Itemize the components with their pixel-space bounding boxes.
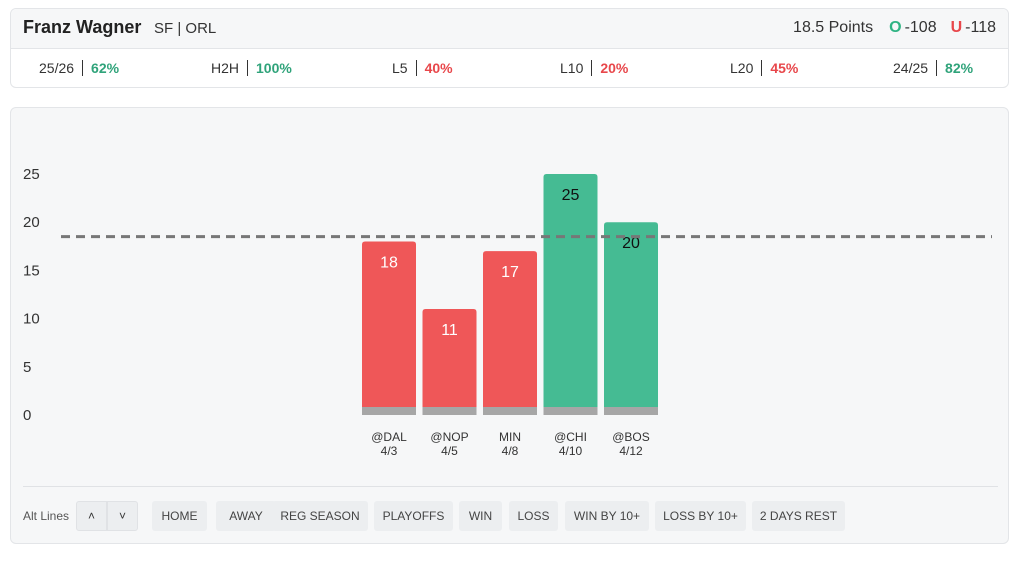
filter-win-button[interactable]: WIN (459, 501, 502, 531)
under-icon: U (950, 19, 963, 36)
x-axis-opponent-label: MIN (499, 430, 521, 444)
stat-label: 24/25 (893, 60, 938, 76)
stat-value: 40% (424, 60, 453, 76)
bar[interactable] (604, 222, 658, 415)
stat-label: H2H (211, 60, 249, 76)
filter-home-button[interactable]: HOME (152, 501, 207, 531)
x-axis-date-label: 4/8 (502, 444, 519, 458)
y-axis-tick-label: 20 (23, 214, 40, 231)
x-axis-date-label: 4/12 (619, 444, 643, 458)
bar-value-label: 25 (562, 187, 580, 204)
bar-base (362, 407, 416, 415)
y-axis-tick-label: 15 (23, 262, 40, 279)
stat-l10: L10 20% (560, 60, 628, 76)
player-header-top: Franz Wagner SF | ORL 18.5 Points O -108… (11, 9, 1008, 49)
stat-value: 20% (600, 60, 629, 76)
filter-bar: Alt Lines ˄ ˅ HOME AWAY REG SEASON PLAYO… (23, 486, 998, 534)
filter-playoffs-button[interactable]: PLAYOFFS (374, 501, 453, 531)
x-axis-date-label: 4/10 (559, 444, 583, 458)
y-axis-tick-label: 5 (23, 359, 31, 376)
bar-value-label: 18 (380, 254, 398, 271)
stat-l20: L20 45% (730, 60, 798, 76)
bar[interactable] (543, 174, 598, 415)
bar-value-label: 11 (441, 322, 458, 339)
alt-lines-label: Alt Lines (23, 509, 70, 523)
stat-h2h: H2H 100% (211, 60, 292, 76)
bar-base (483, 407, 537, 415)
y-axis-tick-label: 25 (23, 166, 40, 183)
stat-label: L5 (392, 60, 417, 76)
filter-2-days-rest-button[interactable]: 2 DAYS REST (752, 501, 845, 531)
stat-season: 25/26 62% (39, 60, 119, 76)
prop-line-info: 18.5 Points O -108 U -118 (793, 19, 996, 37)
bar-value-label: 17 (501, 264, 519, 281)
alt-line-up-button[interactable]: ˄ (76, 501, 107, 531)
filter-away-button[interactable]: AWAY (216, 501, 276, 531)
stat-label: 25/26 (39, 60, 84, 76)
over-odds[interactable]: -108 (904, 19, 937, 36)
bar-base (422, 407, 477, 415)
bar[interactable] (483, 251, 537, 415)
filter-reg-season-button[interactable]: REG SEASON (272, 501, 368, 531)
under-odds[interactable]: -118 (965, 19, 996, 36)
player-name[interactable]: Franz Wagner (23, 17, 142, 37)
prop-line-text: 18.5 Points (793, 19, 874, 36)
x-axis-opponent-label: @DAL (371, 430, 407, 444)
stat-value: 45% (770, 60, 799, 76)
player-header-card: Franz Wagner SF | ORL 18.5 Points O -108… (10, 8, 1009, 88)
filter-loss-button[interactable]: LOSS (509, 501, 558, 531)
filter-win-by-10-button[interactable]: WIN BY 10+ (565, 501, 649, 531)
x-axis-opponent-label: @NOP (430, 430, 468, 444)
y-axis-tick-label: 10 (23, 311, 40, 328)
filter-loss-by-10-button[interactable]: LOSS BY 10+ (655, 501, 746, 531)
over-icon: O (889, 19, 902, 36)
x-axis-opponent-label: @BOS (612, 430, 650, 444)
stat-value: 62% (91, 60, 120, 76)
bar[interactable] (422, 308, 477, 415)
stat-value: 82% (945, 60, 974, 76)
bar[interactable] (362, 241, 416, 415)
alt-line-down-button[interactable]: ˅ (107, 501, 138, 531)
player-position-team: SF | ORL (154, 20, 217, 37)
stat-last-season: 24/25 82% (893, 60, 973, 76)
bar-base (604, 407, 658, 415)
hit-rate-stats-row: 25/26 62% H2H 100% L5 40% L10 20% L20 45… (11, 50, 1008, 88)
stat-value: 100% (256, 60, 292, 76)
chevron-down-icon: ˅ (118, 509, 126, 523)
game-log-chart-card: 0 5 10 15 20 25 18 @DAL 4/3 11 @NOP 4/5 17 MIN 4/8 25 @C… (10, 107, 1009, 544)
x-axis-date-label: 4/3 (381, 444, 398, 458)
bar-base (543, 407, 598, 415)
chevron-up-icon: ˄ (87, 509, 95, 523)
stat-l5: L5 40% (392, 60, 453, 76)
y-axis-tick-label: 0 (23, 407, 31, 424)
bar-value-label: 20 (622, 235, 640, 252)
stat-label: L20 (730, 60, 763, 76)
stat-label: L10 (560, 60, 593, 76)
x-axis-opponent-label: @CHI (554, 430, 587, 444)
x-axis-date-label: 4/5 (441, 444, 458, 458)
